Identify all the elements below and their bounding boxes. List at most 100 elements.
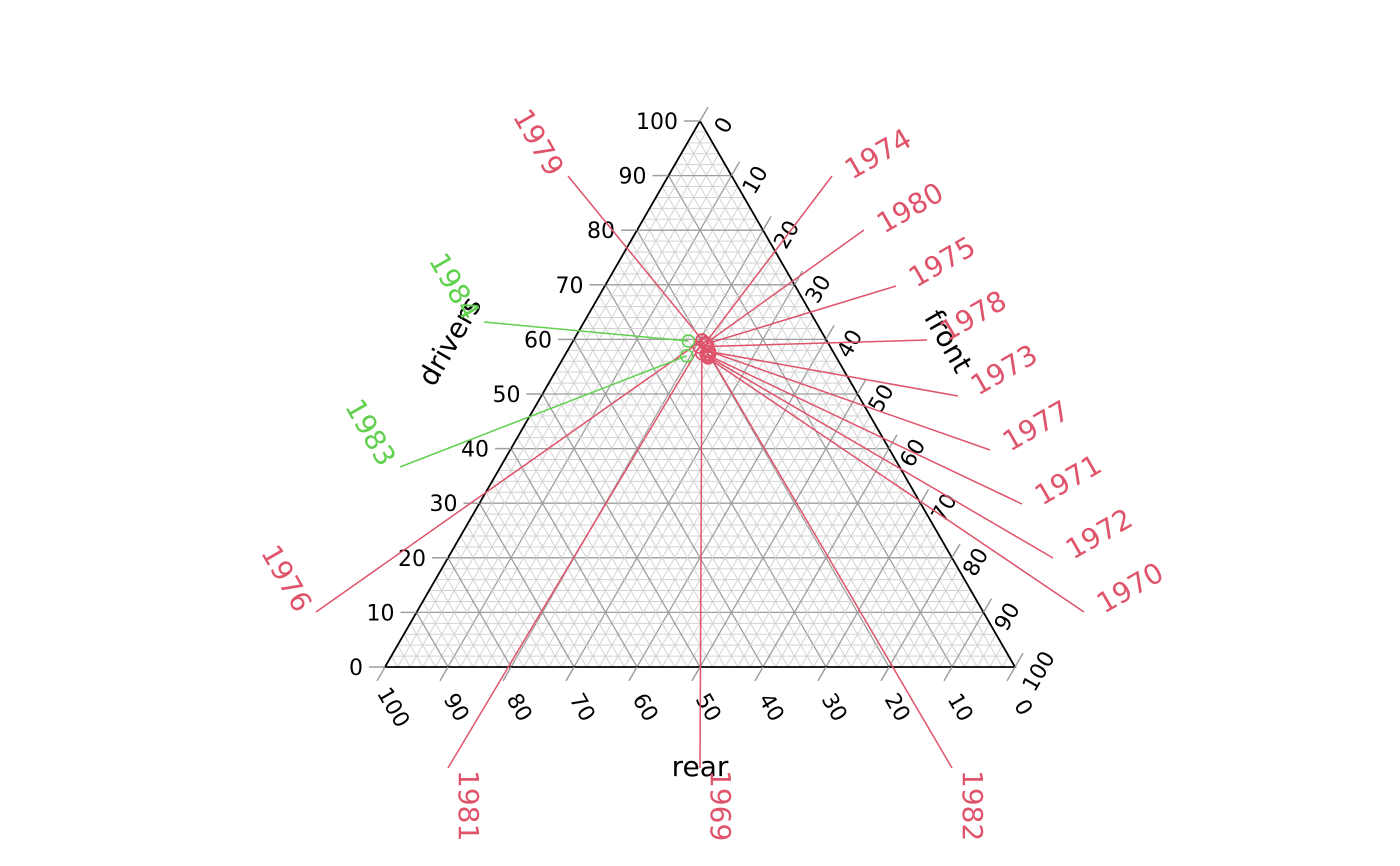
grid-line xyxy=(800,481,909,668)
grid-line xyxy=(390,655,399,668)
grid-line xyxy=(642,219,903,668)
grid-line xyxy=(422,601,462,668)
grid-line xyxy=(535,404,688,668)
grid-line xyxy=(617,262,852,668)
grid-line xyxy=(825,502,922,668)
leader-line xyxy=(399,355,688,468)
grid-line xyxy=(485,492,588,668)
grid-line xyxy=(397,131,707,668)
grid-line xyxy=(497,219,758,668)
tick-label-front: 60 xyxy=(896,435,932,472)
tick-label-rear: 80 xyxy=(501,689,537,726)
grid-line xyxy=(466,524,550,668)
grid-line xyxy=(863,535,940,668)
leader-line xyxy=(707,339,928,348)
tick-label-drivers: 50 xyxy=(493,383,521,408)
tick-label-rear: 10 xyxy=(942,689,978,726)
grid-line xyxy=(541,393,701,668)
grid-line xyxy=(838,513,928,668)
grid-line xyxy=(604,284,827,668)
point-label: 1980 xyxy=(871,176,949,240)
tick-label-rear: 0 xyxy=(1008,695,1037,720)
leader-line xyxy=(315,339,703,613)
tick-mark-front xyxy=(730,161,741,176)
leader-line xyxy=(705,353,1023,505)
grid-line xyxy=(516,437,651,668)
tick-label-drivers: 10 xyxy=(367,601,395,626)
grid-line xyxy=(422,153,720,668)
grid-line xyxy=(901,568,959,668)
tick-mark-rear xyxy=(565,666,575,682)
tick-label-front: 0 xyxy=(710,113,739,138)
point-label: 1979 xyxy=(506,103,570,181)
tick-label-front: 10 xyxy=(738,162,774,199)
tick-label-rear: 50 xyxy=(690,689,726,726)
leader-line xyxy=(709,350,991,451)
grid-line xyxy=(655,197,928,668)
tick-mark-rear xyxy=(376,666,386,682)
data-point xyxy=(702,347,717,362)
point-label: 1974 xyxy=(839,122,917,186)
grid-line xyxy=(926,590,972,668)
grid-line xyxy=(523,426,663,668)
point-label: 1975 xyxy=(903,230,981,294)
grid-line xyxy=(989,644,1003,668)
tick-label-rear: 60 xyxy=(627,689,663,726)
grid-line xyxy=(428,590,474,668)
tick-mark-front xyxy=(856,379,867,395)
grid-line xyxy=(491,481,600,668)
tick-mark-front xyxy=(919,488,930,504)
grid-line xyxy=(630,240,877,668)
data-points xyxy=(679,333,717,365)
grid-line xyxy=(548,262,783,668)
grid-line xyxy=(712,404,865,668)
tick-mark-rear xyxy=(439,666,449,682)
grid-line xyxy=(441,568,499,668)
point-label: 1982 xyxy=(956,770,989,841)
grid-line xyxy=(573,284,796,668)
tick-mark-front xyxy=(699,106,709,122)
grid-line xyxy=(737,426,877,668)
grid-line xyxy=(592,306,802,668)
grid-line xyxy=(529,415,676,668)
point-label: 1984 xyxy=(422,247,486,325)
point-label: 1970 xyxy=(1091,556,1169,620)
tick-label-front: 100 xyxy=(1018,647,1061,696)
tick-label-rear: 100 xyxy=(371,683,414,732)
tick-label-drivers: 80 xyxy=(587,219,615,244)
tick-label-drivers: 30 xyxy=(430,492,458,517)
tick-label-front: 40 xyxy=(833,326,869,363)
tick-mark-rear xyxy=(628,666,638,682)
tick-label-rear: 30 xyxy=(816,689,852,726)
tick-label-front: 30 xyxy=(801,271,837,308)
tick-mark-front xyxy=(982,598,993,613)
tick-label-drivers: 100 xyxy=(636,110,678,135)
leader-line xyxy=(707,355,1054,559)
point-label: 1978 xyxy=(934,284,1012,348)
tick-mark-front xyxy=(951,543,961,559)
leader-line xyxy=(705,175,833,344)
grid-line xyxy=(623,328,821,668)
grid-line xyxy=(888,557,953,668)
grid-line xyxy=(397,644,411,668)
point-label: 1971 xyxy=(1029,448,1107,512)
grid-line xyxy=(415,612,449,668)
leader-line xyxy=(708,354,953,769)
tick-mark-rear xyxy=(817,666,827,682)
point-label: 1983 xyxy=(338,393,402,471)
grid-line xyxy=(775,459,896,668)
label-leader-lines xyxy=(315,175,1085,769)
grid-line xyxy=(554,371,726,668)
grid-line xyxy=(674,371,846,668)
grid-line xyxy=(964,623,991,668)
grid-line xyxy=(447,175,733,668)
data-point xyxy=(679,348,694,363)
tick-mark-front xyxy=(793,270,804,286)
grid-line xyxy=(497,470,613,668)
grid-line xyxy=(586,317,789,668)
tick-mark-rear xyxy=(1006,666,1016,682)
grid-line xyxy=(504,459,625,668)
data-point xyxy=(681,334,696,348)
tick-mark-front xyxy=(825,325,835,340)
tick-mark-front xyxy=(1014,652,1024,668)
